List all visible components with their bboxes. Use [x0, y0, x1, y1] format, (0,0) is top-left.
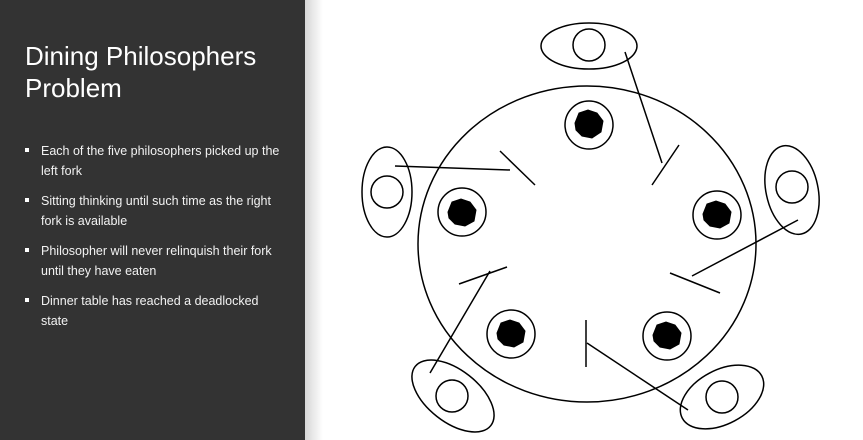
philosopher [540, 22, 638, 70]
held-fork [394, 165, 511, 171]
philosopher [679, 364, 765, 430]
plate [437, 187, 487, 237]
philosopher [411, 359, 495, 433]
bullet-icon [25, 248, 29, 252]
text-panel: Dining Philosophers Problem Each of the … [0, 0, 305, 440]
dining-table-diagram [305, 0, 863, 440]
bullet-item: Each of the five philosophers picked up … [25, 141, 285, 181]
held-fork [624, 51, 663, 164]
table-fork [499, 150, 536, 186]
held-fork [691, 219, 799, 277]
bullet-text: Dinner table has reached a deadlocked st… [41, 294, 259, 328]
slide-title-line: Problem [25, 73, 122, 103]
philosopher [361, 146, 413, 238]
table-fork [669, 272, 721, 294]
diagram-canvas [361, 22, 820, 433]
bullet-item: Philosopher will never relinquish their … [25, 241, 285, 281]
bullet-text: Sitting thinking until such time as the … [41, 194, 271, 228]
bullet-icon [25, 148, 29, 152]
bullet-icon [25, 198, 29, 202]
panel-edge-shadow [305, 0, 323, 440]
bullet-text: Each of the five philosophers picked up … [41, 144, 280, 178]
held-fork [429, 270, 491, 374]
bullet-icon [25, 298, 29, 302]
plate [692, 190, 742, 240]
plate [486, 309, 536, 359]
table-fork [458, 266, 508, 285]
plate [564, 100, 614, 150]
bullet-item: Sitting thinking until such time as the … [25, 191, 285, 231]
table-fork [651, 144, 680, 186]
table [417, 85, 757, 403]
plate [642, 311, 692, 361]
bullet-item: Dinner table has reached a deadlocked st… [25, 291, 285, 331]
slide-title: Dining Philosophers Problem [25, 40, 285, 104]
bullet-list: Each of the five philosophers picked up … [25, 141, 285, 341]
slide-title-line: Dining Philosophers [25, 41, 257, 71]
bullet-text: Philosopher will never relinquish their … [41, 244, 272, 278]
philosopher [764, 144, 820, 236]
held-fork [586, 342, 689, 411]
